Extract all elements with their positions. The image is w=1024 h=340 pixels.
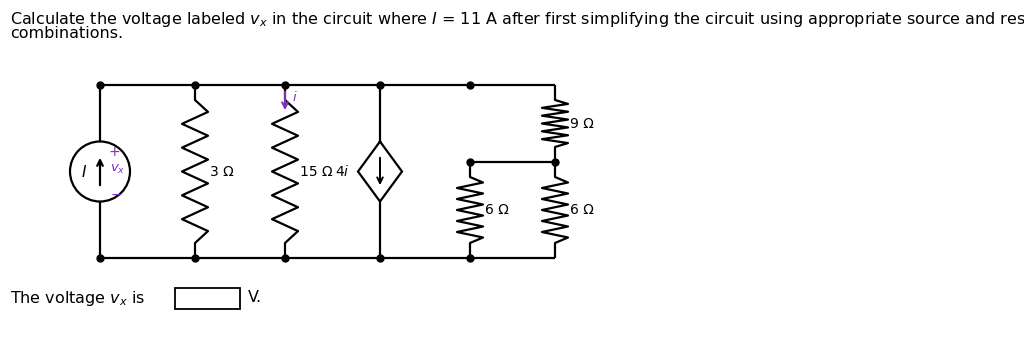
Text: $i$: $i$ [292, 90, 298, 104]
Text: 6 Ω: 6 Ω [485, 203, 509, 217]
Text: $+$: $+$ [108, 144, 120, 158]
FancyBboxPatch shape [175, 288, 240, 308]
Text: 9 Ω: 9 Ω [570, 117, 594, 131]
Text: $I$: $I$ [81, 164, 87, 180]
Text: 15 Ω: 15 Ω [300, 165, 333, 178]
Text: The voltage $v_x$ is: The voltage $v_x$ is [10, 289, 145, 307]
Text: combinations.: combinations. [10, 26, 123, 41]
Text: 3 Ω: 3 Ω [210, 165, 233, 178]
Text: V.: V. [248, 290, 262, 306]
Text: $4i$: $4i$ [336, 164, 350, 179]
Text: $v_x$: $v_x$ [110, 163, 125, 176]
Text: $-$: $-$ [110, 187, 122, 201]
Text: Calculate the voltage labeled $v_x$ in the circuit where $I$ = 11 A after first : Calculate the voltage labeled $v_x$ in t… [10, 10, 1024, 29]
Text: 6 Ω: 6 Ω [570, 203, 594, 217]
